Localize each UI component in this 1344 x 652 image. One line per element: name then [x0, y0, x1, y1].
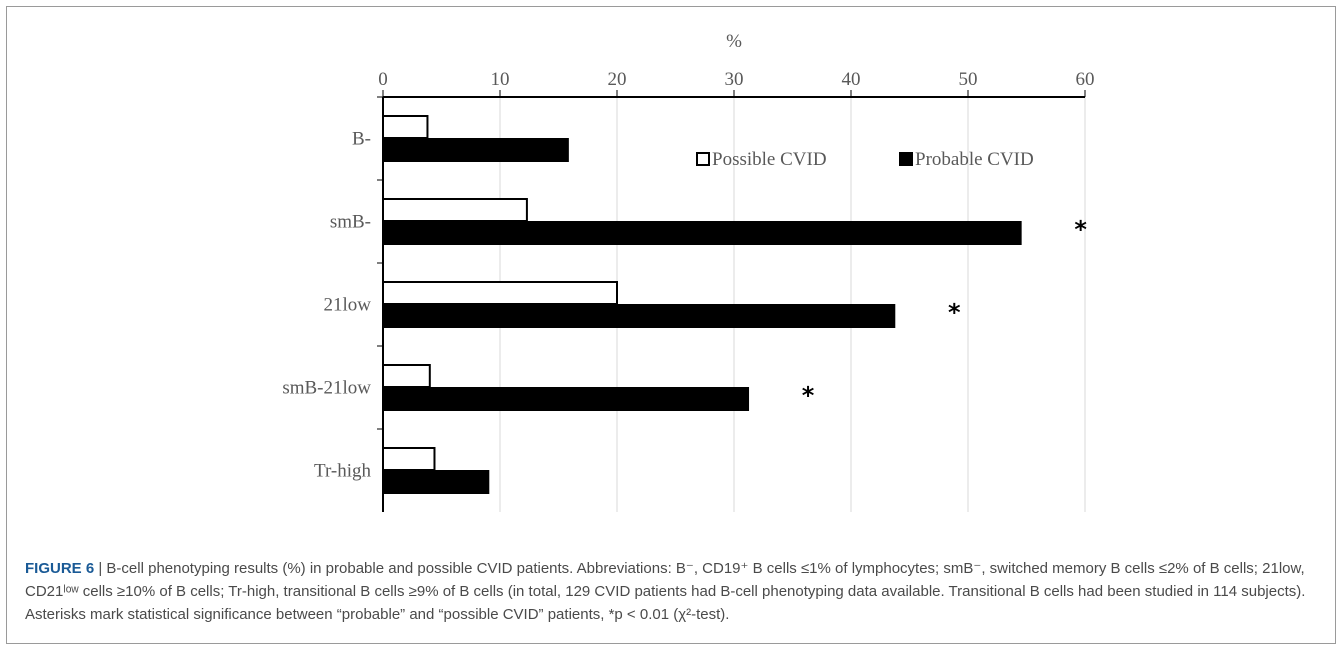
bar-chart: 0 10 20 30 40 50 60 B-smB-21lowsmB-21lowTr-hig… [282, 31, 1095, 512]
category-label: 21low [324, 295, 372, 316]
legend: Possible CVID Probable CVID [696, 149, 1034, 170]
legend-label: Probable CVID [915, 149, 1034, 170]
tick-label: 50 [959, 69, 978, 90]
tick-label: 0 [378, 69, 388, 90]
bar-probable [382, 470, 490, 494]
bar-possible [382, 364, 431, 388]
tick-label: 40 [842, 69, 861, 90]
legend-swatch-possible [696, 152, 710, 166]
legend-swatch-probable [899, 152, 913, 166]
bar-possible [382, 447, 436, 471]
tick-label: 10 [491, 69, 510, 90]
category-label: smB-21low [282, 378, 371, 399]
category-label: Tr-high [314, 461, 371, 482]
axis-title: % [726, 31, 742, 52]
legend-label: Possible CVID [712, 149, 827, 170]
tick-labels: 0 10 20 30 40 50 60 [378, 69, 1094, 90]
bar-possible [382, 281, 618, 305]
bar-probable [382, 138, 569, 162]
caption-label: FIGURE 6 [25, 560, 95, 577]
tick-label: 20 [608, 69, 627, 90]
significance-asterisk: * [1074, 216, 1087, 244]
category-label: smB- [330, 212, 371, 233]
figure-caption: FIGURE 6 | B-cell phenotyping results (%… [25, 557, 1335, 626]
axes [377, 90, 1086, 512]
annotations: * * * [802, 216, 1088, 410]
caption-separator: | [94, 560, 107, 577]
figure-frame: 0 10 20 30 40 50 60 B-smB- 21low smB-21low Tr-hig… [6, 6, 1336, 644]
tick-label: 30 [725, 69, 744, 90]
significance-asterisk: * [948, 299, 961, 327]
bar-probable [382, 304, 896, 328]
bar-probable [382, 387, 750, 411]
significance-asterisk: * [802, 382, 815, 410]
bar-possible [382, 115, 429, 139]
category-label: B- [352, 129, 371, 150]
bar-possible [382, 198, 528, 222]
bars [382, 115, 1022, 494]
bar-probable [382, 221, 1022, 245]
caption-text: B-cell phenotyping results (%) in probab… [25, 560, 1306, 623]
tick-label: 60 [1076, 69, 1095, 90]
